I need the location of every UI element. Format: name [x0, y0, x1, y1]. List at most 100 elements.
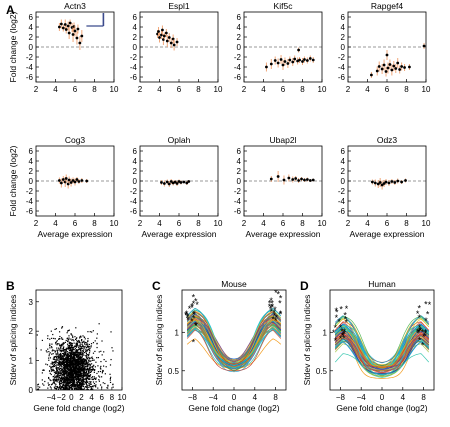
data-point — [291, 178, 295, 181]
scatter-point — [88, 372, 90, 375]
scatter-point — [55, 387, 57, 389]
scatter-point — [75, 378, 77, 380]
scatter-point — [85, 362, 87, 364]
scatter-point — [71, 373, 73, 375]
scatter-point — [84, 369, 86, 372]
scatter-point — [78, 363, 80, 365]
scatter-point — [50, 384, 53, 386]
scatter-point — [76, 340, 78, 342]
scatter-point — [71, 350, 73, 352]
scatter-point — [57, 373, 59, 375]
scatter-point — [76, 369, 78, 371]
scatter-point — [61, 358, 63, 360]
scatter-point — [79, 351, 81, 353]
x-tick-label: 2 — [138, 85, 143, 94]
scatter-point — [84, 374, 86, 376]
scatter-point — [85, 383, 88, 385]
scatter-point — [47, 337, 49, 340]
scatter-point — [71, 389, 73, 390]
scatter-point — [61, 379, 63, 381]
scatter-point — [56, 368, 58, 371]
scatter-point — [71, 384, 73, 386]
scatter-point — [56, 371, 58, 373]
scatter-point — [68, 337, 70, 339]
scatter-point — [76, 368, 78, 370]
endpoint-marker: * — [268, 298, 272, 308]
scatter-point — [88, 363, 90, 365]
y-tick-label: -6 — [130, 73, 138, 82]
data-point — [164, 31, 168, 35]
x-tick-label: 6 — [281, 219, 286, 228]
scatter-point — [56, 377, 58, 379]
scatter-point — [62, 348, 65, 350]
scatter-point — [85, 381, 87, 383]
scatter-point — [74, 338, 77, 341]
panel-letter-d: D — [300, 279, 309, 293]
scatter-point — [66, 368, 69, 370]
scatter-point — [72, 362, 74, 364]
scatter-point — [76, 373, 78, 375]
scatter-point — [75, 372, 77, 374]
scatter-point — [60, 337, 63, 339]
scatter-point — [55, 360, 57, 362]
scatter-point — [72, 366, 75, 368]
data-point — [308, 179, 312, 182]
scatter-point — [85, 347, 88, 349]
scatter-point — [75, 368, 77, 370]
data-point — [380, 183, 384, 187]
endpoint-marker: * — [342, 334, 346, 344]
scatter-point — [81, 360, 83, 362]
scatter-point — [69, 366, 71, 368]
data-point — [386, 66, 390, 70]
scatter-point — [71, 382, 74, 384]
endpoint-marker: * — [334, 336, 338, 346]
series-line — [186, 307, 282, 360]
scatter-point — [83, 378, 85, 381]
scatter-point — [59, 369, 61, 371]
scatter-point — [56, 351, 59, 353]
scatter-point — [81, 366, 84, 368]
scatter-point — [52, 369, 54, 371]
scatter-point — [67, 346, 69, 348]
scatter-point — [72, 383, 74, 385]
scatter-point — [56, 386, 58, 388]
scatter-point — [55, 361, 58, 363]
data-point — [300, 177, 303, 181]
scatter-point — [63, 388, 66, 390]
endpoint-marker: * — [192, 314, 196, 324]
scatter-point — [65, 369, 67, 371]
scatter-point — [88, 385, 90, 387]
scatter-point — [94, 350, 96, 353]
y-tick-label: 6 — [341, 13, 346, 22]
scatter-point — [67, 352, 69, 355]
scatter-point — [53, 365, 55, 368]
scatter-point — [70, 357, 72, 359]
scatter-point — [75, 342, 77, 345]
scatter-point — [70, 366, 73, 368]
series-line — [186, 319, 282, 369]
scatter-point — [77, 378, 79, 380]
scatter-point — [66, 367, 68, 369]
scatter-point — [77, 349, 79, 351]
scatter-point — [84, 371, 86, 373]
scatter-point — [86, 386, 88, 388]
scatter-point — [81, 369, 84, 371]
series-line — [334, 335, 430, 374]
scatter-point — [72, 348, 75, 351]
scatter-point — [64, 373, 66, 375]
scatter-point — [51, 369, 53, 371]
scatter-point — [60, 364, 62, 366]
scatter-point — [62, 360, 64, 362]
scatter-point — [56, 381, 58, 383]
x-tick-label: 6 — [73, 219, 78, 228]
scatter-point — [54, 372, 57, 375]
scatter-point — [78, 375, 81, 378]
scatter-point — [82, 380, 84, 382]
scatter-point — [69, 387, 71, 389]
scatter-point — [64, 365, 66, 367]
scatter-point — [54, 380, 56, 382]
scatter-point — [32, 368, 33, 369]
scatter-point — [54, 378, 56, 380]
scatter-point — [68, 372, 70, 375]
x-tick-label: −4 — [357, 393, 367, 402]
